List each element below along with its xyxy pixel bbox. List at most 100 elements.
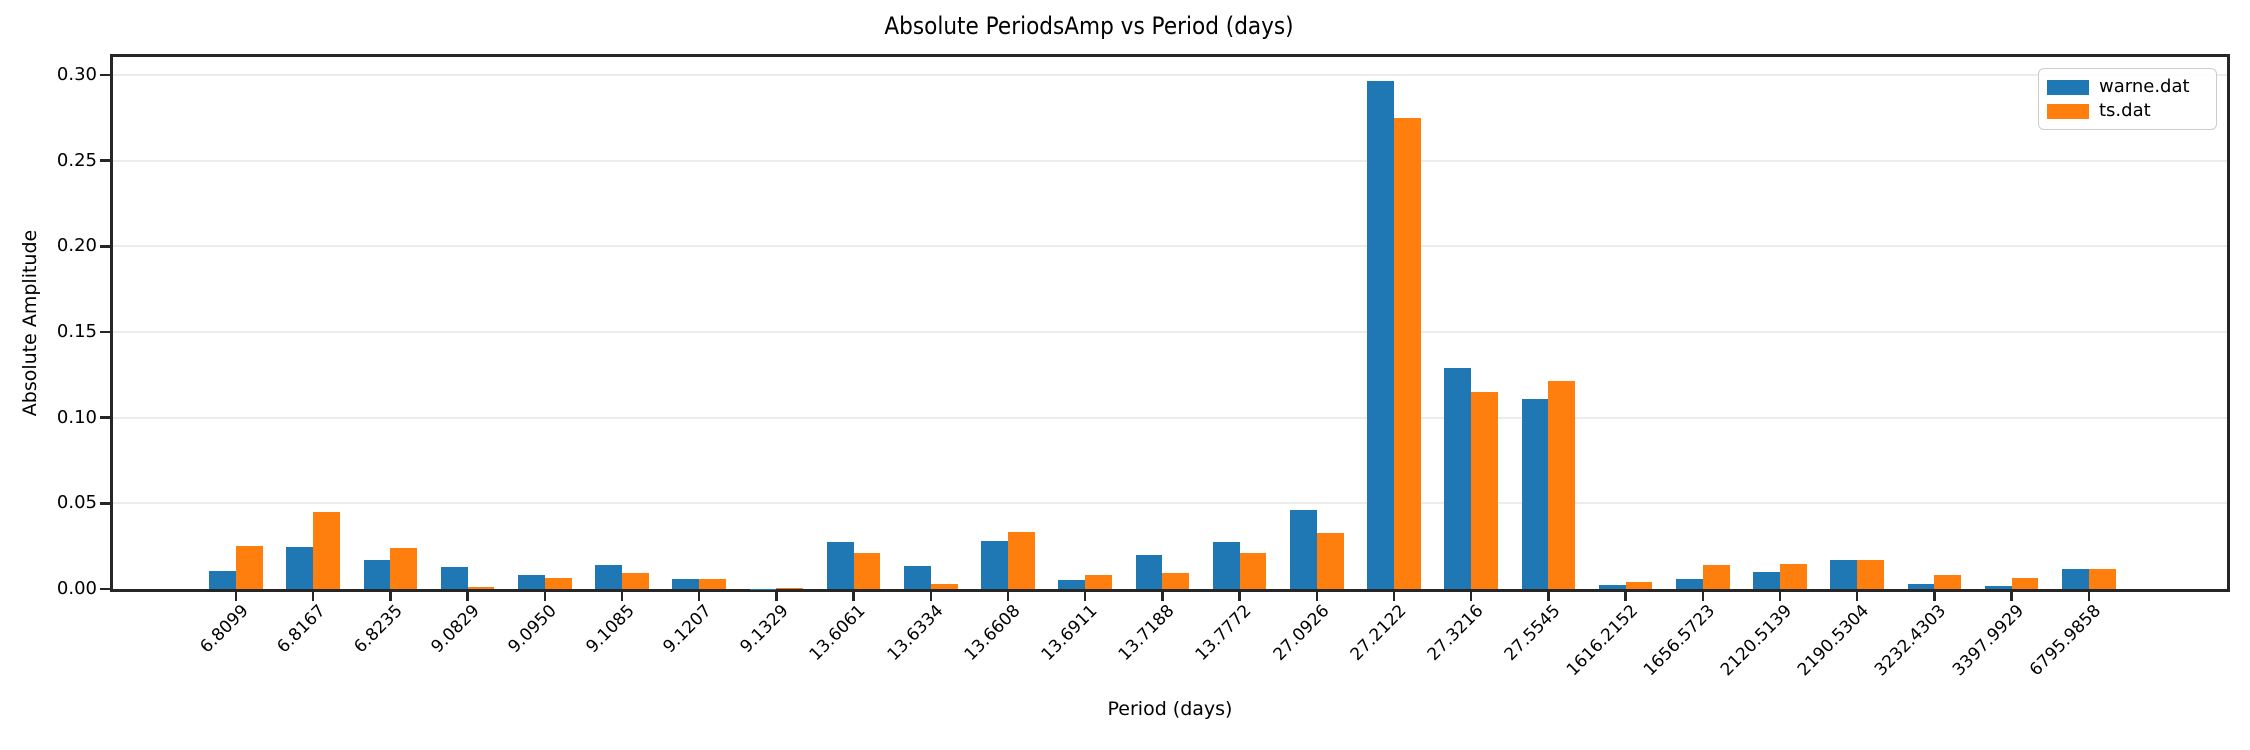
x-tick-mark [2010,592,2013,601]
x-tick-label: 13.6334 [883,601,947,665]
x-tick-mark [1701,592,1705,601]
x-tick-mark [1547,592,1550,601]
legend-item: ts.dat [2047,101,2208,121]
bar-ts.dat-13.7188 [1162,572,1190,589]
bar-ts.dat-13.6608 [1008,531,1035,589]
x-tick-label: 1616.2152 [1562,601,1642,681]
x-tick-mark [1315,592,1319,601]
gridline [113,330,2227,333]
x-tick-mark [1469,592,1473,601]
bar-ts.dat-27.0926 [1316,533,1344,589]
bar-warne.dat-13.6334 [904,566,931,589]
gridline [113,416,2227,419]
x-tick-label: 1656.5723 [1639,601,1719,681]
x-tick-label: 3397.9929 [1948,601,2028,681]
bar-ts.dat-9.0829 [467,587,495,589]
x-tick-mark [1392,592,1396,601]
y-tick-mark [100,159,111,162]
x-tick-label: 13.6061 [805,601,870,665]
bar-ts.dat-3397.9929 [2011,578,2039,589]
bar-warne.dat-13.6608 [981,540,1008,589]
bar-ts.dat-6795.9858 [2088,569,2116,589]
bar-ts.dat-1656.5723 [1702,564,1730,589]
bar-ts.dat-13.6334 [930,584,958,589]
bar-warne.dat-3397.9929 [1984,585,2012,589]
gridline [113,245,2227,248]
legend-label: ts.dat [2099,100,2151,121]
bar-ts.dat-9.1329 [776,587,804,589]
bar-ts.dat-27.5545 [1548,380,1576,589]
x-tick-mark [620,592,624,601]
y-tick-label: 0.30 [56,63,97,85]
bar-warne.dat-27.5545 [1521,398,1549,589]
y-tick-label: 0.20 [56,235,97,257]
bar-ts.dat-6.8099 [236,545,263,589]
bar-warne.dat-6.8167 [286,546,314,589]
bar-warne.dat-9.1085 [595,565,622,589]
x-tick-label: 27.0926 [1269,601,1333,665]
bar-ts.dat-13.6911 [1085,574,1112,589]
x-tick-mark [543,592,547,601]
bar-warne.dat-27.0926 [1290,510,1317,589]
bar-warne.dat-13.7188 [1135,554,1163,589]
x-tick-mark [234,592,238,601]
x-tick-mark [1161,592,1164,601]
y-tick-label: 0.15 [56,320,97,342]
y-tick-mark [100,587,111,591]
bar-warne.dat-13.6911 [1058,579,1086,589]
x-tick-mark [1855,592,1859,601]
gridline [113,502,2227,505]
bar-ts.dat-6.8235 [390,547,418,589]
bar-warne.dat-13.6061 [826,542,854,589]
x-tick-mark [311,592,315,601]
x-tick-label: 2120.5139 [1716,601,1797,681]
x-tick-mark [2087,592,2091,601]
x-tick-mark [1006,592,1010,601]
bar-ts.dat-2190.5304 [1857,559,1884,589]
bar-warne.dat-2190.5304 [1830,560,1858,589]
bar-warne.dat-6.8235 [363,559,391,589]
gridline [113,159,2227,162]
bar-warne.dat-27.3216 [1444,367,1472,589]
bar-warne.dat-13.7772 [1212,542,1240,589]
y-tick-label: 0.10 [56,406,97,428]
x-tick-label: 9.0829 [427,601,484,658]
x-tick-label: 13.7772 [1191,601,1256,665]
x-tick-label: 9.1085 [581,601,639,658]
x-tick-label: 6.8167 [273,601,330,658]
bar-warne.dat-27.2122 [1367,80,1394,589]
bar-ts.dat-6.8167 [313,511,340,589]
x-tick-label: 6.8099 [195,601,253,658]
bar-ts.dat-9.1207 [699,578,726,589]
x-tick-label: 13.6911 [1037,601,1102,665]
y-tick-mark [100,416,111,419]
x-tick-mark [1624,592,1627,601]
x-tick-mark [1083,592,1087,601]
x-tick-mark [697,592,701,601]
x-tick-label: 13.6608 [960,601,1025,665]
bar-ts.dat-9.0950 [544,577,572,589]
bar-warne.dat-1656.5723 [1676,579,1703,589]
bar-ts.dat-2120.5139 [1780,563,1807,589]
plot-area [110,54,2230,592]
x-tick-label: 9.0950 [504,601,561,658]
bar-ts.dat-13.6061 [853,553,881,589]
y-tick-label: 0.05 [56,492,97,514]
bar-warne.dat-9.0829 [440,566,468,589]
x-tick-label: 9.1329 [736,601,793,658]
bar-ts.dat-9.1085 [622,572,649,589]
x-tick-mark [929,592,933,601]
x-tick-mark [466,592,469,601]
bar-warne.dat-1616.2152 [1598,585,1626,589]
legend-label: warne.dat [2099,76,2190,97]
bar-ts.dat-27.3216 [1471,391,1498,589]
x-tick-label: 9.1207 [659,601,716,658]
bar-warne.dat-9.0950 [518,574,545,589]
y-tick-mark [100,245,111,248]
y-tick-label: 0.00 [56,578,97,599]
x-tick-label: 27.2122 [1346,601,1411,665]
x-tick-label: 27.3216 [1423,601,1488,665]
bar-ts.dat-13.7772 [1239,553,1267,589]
x-axis-label: Period (days) [1107,698,1233,720]
bar-warne.dat-6795.9858 [2062,569,2089,589]
